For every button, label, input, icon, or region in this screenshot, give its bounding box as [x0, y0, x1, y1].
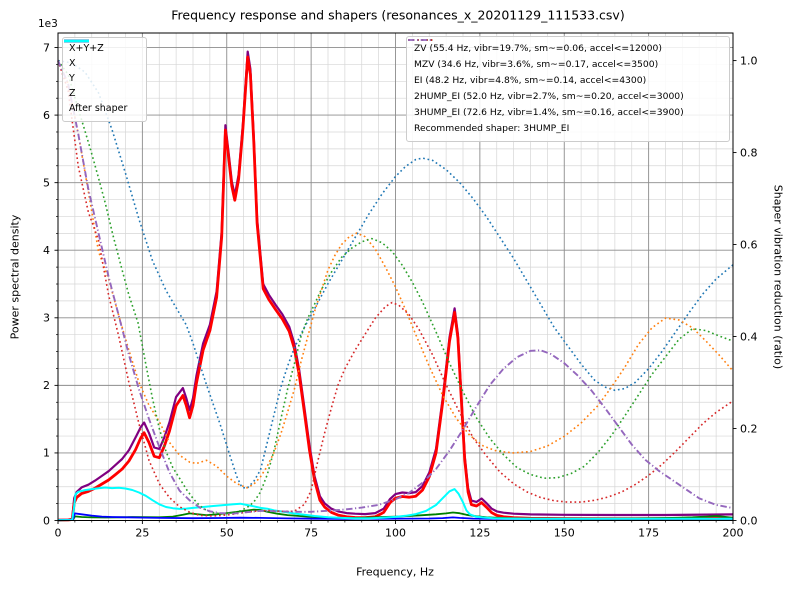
legend-item-2hump-ei: 2HUMP_EI (52.0 Hz, vibr=2.7%, sm~=0.20, … [408, 39, 722, 105]
legend-item-label: Z [69, 88, 76, 100]
legend-item-label: Y [69, 73, 75, 85]
legend-line-swatch [408, 39, 433, 41]
svg-text:200: 200 [723, 527, 744, 540]
svg-text:125: 125 [469, 527, 490, 540]
legend-item-z: Z [64, 39, 140, 102]
legend-item-label: 3HUMP_EI (72.6 Hz, vibr=1.4%, sm~=0.16, … [414, 106, 684, 118]
svg-text:1: 1 [43, 447, 50, 460]
svg-text:100: 100 [385, 527, 406, 540]
legend-item-3hump-ei: 3HUMP_EI (72.6 Hz, vibr=1.4%, sm~=0.16, … [408, 39, 722, 121]
legend-item-label: After shaper [69, 103, 128, 115]
svg-text:0.0: 0.0 [740, 514, 758, 527]
svg-text:4: 4 [43, 244, 50, 257]
y-axis-left-label: Power spectral density [8, 214, 22, 340]
legend-item-zv: ZV (55.4 Hz, vibr=19.7%, sm~=0.06, accel… [408, 39, 722, 57]
legend-item-recommended-shaper: Recommended shaper: 3HUMP_EI [414, 121, 722, 137]
svg-text:0: 0 [55, 527, 62, 540]
svg-text:175: 175 [638, 527, 659, 540]
legend-line-swatch [64, 39, 89, 43]
legend-item-after-shaper: After shaper [64, 39, 140, 117]
svg-text:150: 150 [554, 527, 575, 540]
svg-text:0.4: 0.4 [740, 330, 758, 343]
legend-item-y: Y [64, 39, 140, 87]
legend-item-label: 2HUMP_EI (52.0 Hz, vibr=2.7%, sm~=0.20, … [414, 90, 684, 102]
svg-text:0: 0 [43, 514, 50, 527]
legend-psd: X+Y+Z X Y Z After shaper [62, 37, 147, 122]
y-axis-right-label: Shaper vibration reduction (ratio) [771, 184, 785, 370]
svg-text:25: 25 [135, 527, 149, 540]
legend-swatch-spacer [407, 37, 434, 43]
svg-text:0.8: 0.8 [740, 146, 758, 159]
svg-text:5: 5 [43, 176, 50, 189]
svg-text:75: 75 [304, 527, 318, 540]
svg-text:2: 2 [43, 379, 50, 392]
legend-item-label: MZV (34.6 Hz, vibr=3.6%, sm~=0.17, accel… [414, 58, 659, 70]
svg-text:6: 6 [43, 109, 50, 122]
svg-text:3: 3 [43, 312, 50, 325]
svg-text:0.2: 0.2 [740, 422, 758, 435]
chart-title: Frequency response and shapers (resonanc… [171, 7, 625, 23]
svg-text:1.0: 1.0 [740, 54, 758, 67]
svg-text:7: 7 [43, 41, 50, 54]
legend-item-label: Recommended shaper: 3HUMP_EI [414, 122, 570, 134]
legend-item-label: X [69, 58, 76, 70]
legend-item-label: ZV (55.4 Hz, vibr=19.7%, sm~=0.06, accel… [414, 42, 662, 54]
y-axis-offset-label: 1e3 [38, 18, 58, 30]
legend-item-x-y-z: X+Y+Z [64, 39, 140, 57]
legend-item-label: X+Y+Z [69, 43, 104, 55]
svg-text:0.6: 0.6 [740, 238, 758, 251]
x-axis-label: Frequency, Hz [356, 565, 434, 579]
svg-text:50: 50 [220, 527, 234, 540]
legend-item-ei: EI (48.2 Hz, vibr=4.8%, sm~=0.14, accel<… [408, 39, 722, 89]
legend-item-label: EI (48.2 Hz, vibr=4.8%, sm~=0.14, accel<… [414, 74, 647, 86]
legend-item-mzv: MZV (34.6 Hz, vibr=3.6%, sm~=0.17, accel… [408, 39, 722, 73]
legend-shapers: ZV (55.4 Hz, vibr=19.7%, sm~=0.06, accel… [406, 36, 730, 142]
legend-item-x: X [64, 39, 140, 72]
